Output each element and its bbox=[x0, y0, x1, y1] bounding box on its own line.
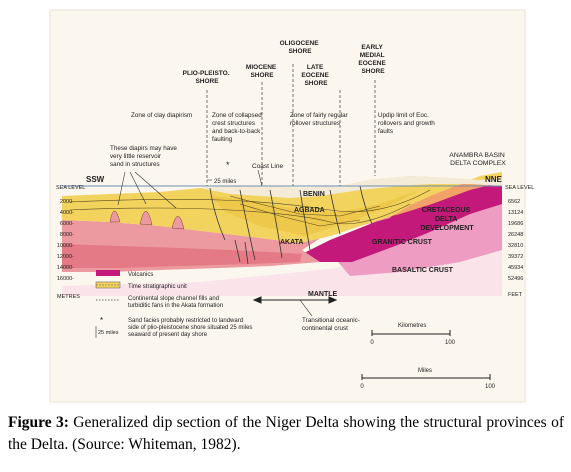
zone-clay-diapirism-label: Zone of clay diapirism bbox=[131, 112, 192, 119]
caption-label: Figure 3: bbox=[8, 414, 69, 431]
coast-line-label: Coast Line bbox=[252, 163, 283, 170]
svg-text:2000-: 2000- bbox=[60, 199, 74, 205]
svg-text:10000-: 10000- bbox=[57, 243, 74, 249]
akata-layer bbox=[62, 212, 395, 272]
legend-sand-marker-label: 25 miles bbox=[98, 330, 119, 336]
caption-text: Generalized dip section of the Niger Del… bbox=[8, 414, 564, 453]
star-icon: * bbox=[226, 160, 230, 170]
svg-text:52496: 52496 bbox=[508, 276, 523, 282]
granitic-crust-label: GRANITIC CRUST bbox=[372, 239, 433, 246]
svg-text:19686: 19686 bbox=[508, 221, 523, 227]
growth-faults bbox=[209, 185, 373, 265]
right-depth-scale: 6562 13124 19686 26248 32810 39372 45934… bbox=[508, 199, 523, 282]
clay-diapirs bbox=[109, 210, 185, 230]
agbada-label: AGBADA bbox=[294, 207, 325, 214]
figure-caption: Figure 3: Generalized dip section of the… bbox=[8, 412, 564, 456]
svg-text:6000-: 6000- bbox=[60, 221, 74, 227]
niger-delta-cross-section-figure: PLIO-PLEISTO. SHORE MIOCENE SHORE OLIGOC… bbox=[49, 9, 535, 403]
svg-text:45934: 45934 bbox=[508, 265, 523, 271]
benin-label: BENIN bbox=[303, 191, 325, 198]
legend-sand-star-icon: * bbox=[100, 316, 103, 325]
legend-sand-label: Sand facies probably restricted to landw… bbox=[128, 318, 254, 338]
legend-volcanics-label: Volcanics bbox=[128, 272, 153, 278]
time-stratigraphic-lines bbox=[69, 189, 431, 227]
agbada-layer bbox=[62, 172, 502, 243]
svg-text:4000-: 4000- bbox=[60, 210, 74, 216]
cretaceous-label: CRETACEOUS DELTA DEVELOPMENT bbox=[420, 207, 474, 232]
svg-text:100: 100 bbox=[485, 384, 496, 390]
svg-text:26248: 26248 bbox=[508, 232, 523, 238]
mantle-label: MANTLE bbox=[308, 291, 337, 298]
transitional-crust-label: Transitional oceanic- continental crust bbox=[302, 317, 362, 332]
nne-label: NNE bbox=[485, 175, 503, 184]
shore-lines bbox=[206, 64, 376, 186]
zone-collapsed-crest-label: Zone of collapsed crest structures and b… bbox=[212, 112, 263, 143]
miles-scale-bar: Miles 0 100 bbox=[360, 368, 495, 390]
diapir-pointers bbox=[117, 171, 177, 209]
feet-label: FEET bbox=[508, 292, 523, 298]
akata-label: AKATA bbox=[280, 239, 303, 246]
basaltic-crust-label: BASALTIC CRUST bbox=[392, 267, 454, 274]
sea-level-left-label: SEA LEVEL bbox=[56, 185, 85, 191]
metres-label: METRES bbox=[57, 294, 80, 300]
late-eocene-shore-label: LATE EOCENE SHORE bbox=[301, 64, 330, 87]
svg-text:100: 100 bbox=[445, 340, 456, 346]
legend: Volcanics Time stratigraphic unit Contin… bbox=[95, 270, 254, 338]
legend-channel-label: Continental slope channel fills and turb… bbox=[128, 296, 223, 309]
granitic-crust-layer bbox=[300, 180, 502, 262]
miocene-shore-label: MIOCENE SHORE bbox=[246, 64, 278, 79]
benin-layer bbox=[200, 176, 502, 198]
svg-text:Miles: Miles bbox=[418, 368, 432, 374]
svg-text:8000-: 8000- bbox=[60, 232, 74, 238]
oligocene-shore-label: OLIGOCENE SHORE bbox=[280, 40, 321, 55]
svg-text:16000-: 16000- bbox=[57, 276, 74, 282]
sea-level-right-label: SEA LEVEL bbox=[505, 185, 534, 191]
svg-text:12000-: 12000- bbox=[57, 254, 74, 260]
svg-text:0: 0 bbox=[370, 340, 374, 346]
plio-shore-label: PLIO-PLEISTO. SHORE bbox=[183, 70, 232, 85]
zone-updip-limit-label: Updip limit of Eoc. rollovers and growth… bbox=[378, 112, 436, 135]
legend-time-unit-label: Time stratigraphic unit bbox=[128, 284, 187, 290]
miles-25-label: 25 miles bbox=[214, 179, 236, 185]
cross-section-diagram: PLIO-PLEISTO. SHORE MIOCENE SHORE OLIGOC… bbox=[49, 9, 535, 403]
svg-text:0: 0 bbox=[360, 384, 364, 390]
left-depth-scale: 2000- 4000- 6000- 8000- 10000- 12000- 14… bbox=[57, 199, 74, 282]
svg-text:13124: 13124 bbox=[508, 210, 523, 216]
early-eocene-shore-label: EARLY MEDIAL EOCENE SHORE bbox=[358, 44, 387, 75]
legend-volcanics-swatch bbox=[96, 270, 120, 276]
ssw-label: SSW bbox=[86, 175, 105, 184]
diapir-note-label: These diapirs may have very little reser… bbox=[110, 145, 179, 168]
mantle-layer bbox=[62, 238, 502, 296]
svg-text:39372: 39372 bbox=[508, 254, 523, 260]
svg-text:Kilometres: Kilometres bbox=[398, 323, 426, 329]
svg-text:6562: 6562 bbox=[508, 199, 520, 205]
transitional-crust-arrow bbox=[252, 296, 338, 317]
svg-text:14000-: 14000- bbox=[57, 265, 74, 271]
svg-text:32810: 32810 bbox=[508, 243, 523, 249]
zone-rollover-label: Zone of fairly regular rollover structur… bbox=[290, 112, 350, 127]
kilometre-scale-bar: Kilometres 0 100 bbox=[370, 323, 455, 346]
anambra-basin-label: ANAMBRA BASIN DELTA COMPLEX bbox=[449, 152, 506, 167]
